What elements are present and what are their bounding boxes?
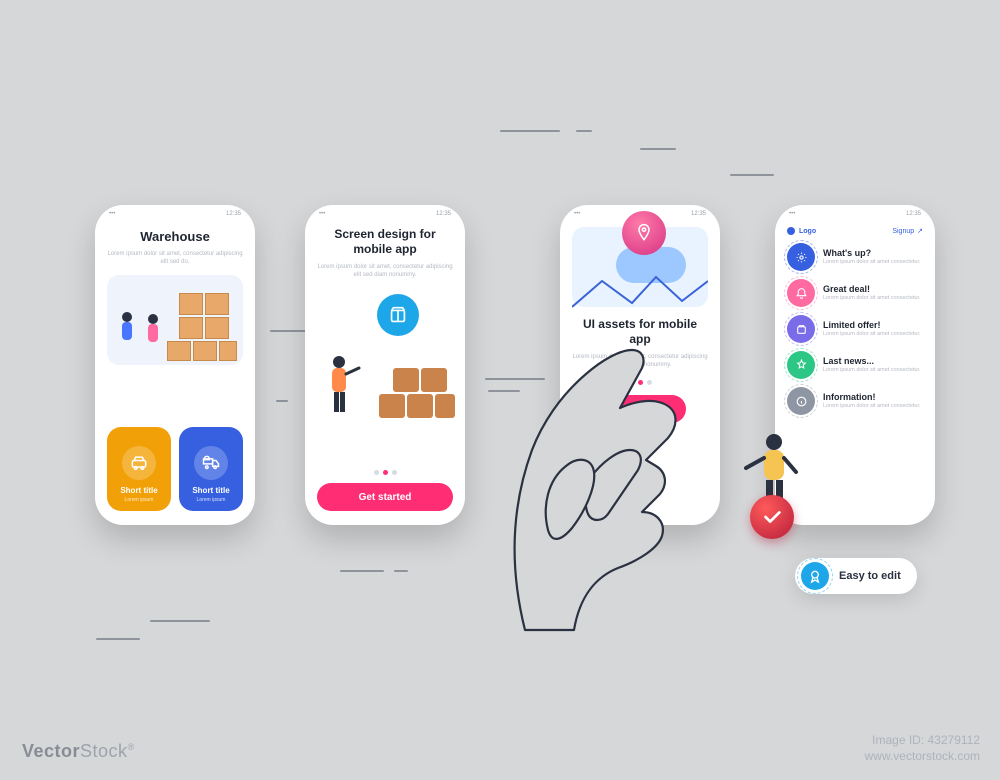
decorative-line	[340, 570, 384, 572]
phone2-subtitle: Lorem ipsum dolor sit amet, consectetur …	[317, 263, 453, 280]
checkmark-badge	[750, 495, 794, 539]
quality-seal-icon	[801, 562, 829, 590]
decorative-line	[488, 390, 520, 392]
bell-truck-icon	[194, 446, 228, 480]
pagination-dots	[572, 380, 708, 385]
decorative-line	[150, 620, 210, 622]
read-more-button[interactable]: Read more	[594, 395, 686, 423]
phone-warehouse: •••12:35 Warehouse Lorem ipsum dolor sit…	[95, 205, 255, 525]
tile-sub: Lorem ipsum	[197, 497, 226, 503]
decorative-line	[96, 638, 140, 640]
decorative-line	[485, 378, 545, 380]
watermark-id: Image ID: 43279112	[865, 732, 980, 748]
row-sub: Lorem ipsum dolor sit amet consectetur.	[823, 367, 921, 374]
watermark-brand: VectorStock®	[22, 741, 135, 762]
list-item[interactable]: Limited offer!Lorem ipsum dolor sit amet…	[787, 315, 923, 343]
logo: Logo	[787, 227, 816, 235]
row-title: Last news...	[823, 356, 921, 366]
badge-icon	[787, 315, 815, 343]
signup-link[interactable]: Signup ↗	[892, 227, 923, 235]
phone1-subtitle: Lorem ipsum dolor sit amet, consectetur …	[107, 250, 243, 267]
taxi-icon	[122, 446, 156, 480]
watermark-prefix: Vector	[22, 741, 80, 761]
phone-screen-design: •••12:35 Screen design for mobile app Lo…	[305, 205, 465, 525]
phone3-subtitle: Lorem ipsum dolor sit amet, consectetur …	[572, 353, 708, 370]
phone1-title: Warehouse	[107, 229, 243, 244]
package-bubble-icon	[377, 294, 419, 336]
list-item[interactable]: What's up?Lorem ipsum dolor sit amet con…	[787, 243, 923, 271]
phone3-title: UI assets for mobile app	[572, 317, 708, 347]
decorative-line	[730, 174, 774, 176]
tile-sub: Lorem ipsum	[125, 497, 154, 503]
tile-label: Short title	[192, 486, 229, 495]
badge-icon	[787, 387, 815, 415]
badge-icon	[787, 243, 815, 271]
row-title: Great deal!	[823, 284, 921, 294]
row-title: Information!	[823, 392, 921, 402]
row-title: Limited offer!	[823, 320, 921, 330]
row-sub: Lorem ipsum dolor sit amet consectetur.	[823, 259, 921, 266]
decorative-line	[276, 400, 288, 402]
phone-ui-assets: •••12:35 UI assets for mobile app Lorem …	[560, 205, 720, 525]
row-sub: Lorem ipsum dolor sit amet consectetur.	[823, 331, 921, 338]
badge-icon	[787, 351, 815, 379]
list-item[interactable]: Great deal!Lorem ipsum dolor sit amet co…	[787, 279, 923, 307]
watermark-suffix: Stock	[80, 741, 128, 761]
logo-text: Logo	[799, 228, 816, 235]
row-sub: Lorem ipsum dolor sit amet consectetur.	[823, 295, 921, 302]
row-title: What's up?	[823, 248, 921, 258]
delivery-illustration	[317, 288, 453, 470]
status-bar: •••12:35	[319, 211, 451, 217]
arrow-icon: ↗	[917, 227, 923, 235]
watermark-site: www.vectorstock.com	[865, 748, 980, 764]
stage: •••12:35 Warehouse Lorem ipsum dolor sit…	[0, 0, 1000, 780]
decorative-line	[500, 130, 560, 132]
pagination-dots	[317, 470, 453, 475]
get-started-button[interactable]: Get started	[317, 483, 453, 511]
logo-icon	[787, 227, 795, 235]
decorative-line	[576, 130, 592, 132]
list-item[interactable]: Last news...Lorem ipsum dolor sit amet c…	[787, 351, 923, 379]
map-pin-icon	[622, 211, 666, 255]
easy-to-edit-pill: Easy to edit	[795, 558, 917, 594]
warehouse-illustration	[107, 275, 243, 365]
signup-label: Signup	[892, 228, 914, 235]
list-item[interactable]: Information!Lorem ipsum dolor sit amet c…	[787, 387, 923, 415]
tile-delivery[interactable]: Short title Lorem ipsum	[179, 427, 243, 511]
map-illustration	[572, 227, 708, 307]
status-bar: •••12:35	[109, 211, 241, 217]
notification-rows: What's up?Lorem ipsum dolor sit amet con…	[787, 243, 923, 415]
row-sub: Lorem ipsum dolor sit amet consectetur.	[823, 403, 921, 410]
status-bar: •••12:35	[789, 211, 921, 217]
tile-label: Short title	[120, 486, 157, 495]
watermark-info: Image ID: 43279112 www.vectorstock.com	[865, 732, 980, 764]
decorative-line	[640, 148, 676, 150]
decorative-line	[394, 570, 408, 572]
pill-label: Easy to edit	[839, 570, 901, 582]
tile-taxi[interactable]: Short title Lorem ipsum	[107, 427, 171, 511]
phone2-title: Screen design for mobile app	[317, 227, 453, 257]
badge-icon	[787, 279, 815, 307]
